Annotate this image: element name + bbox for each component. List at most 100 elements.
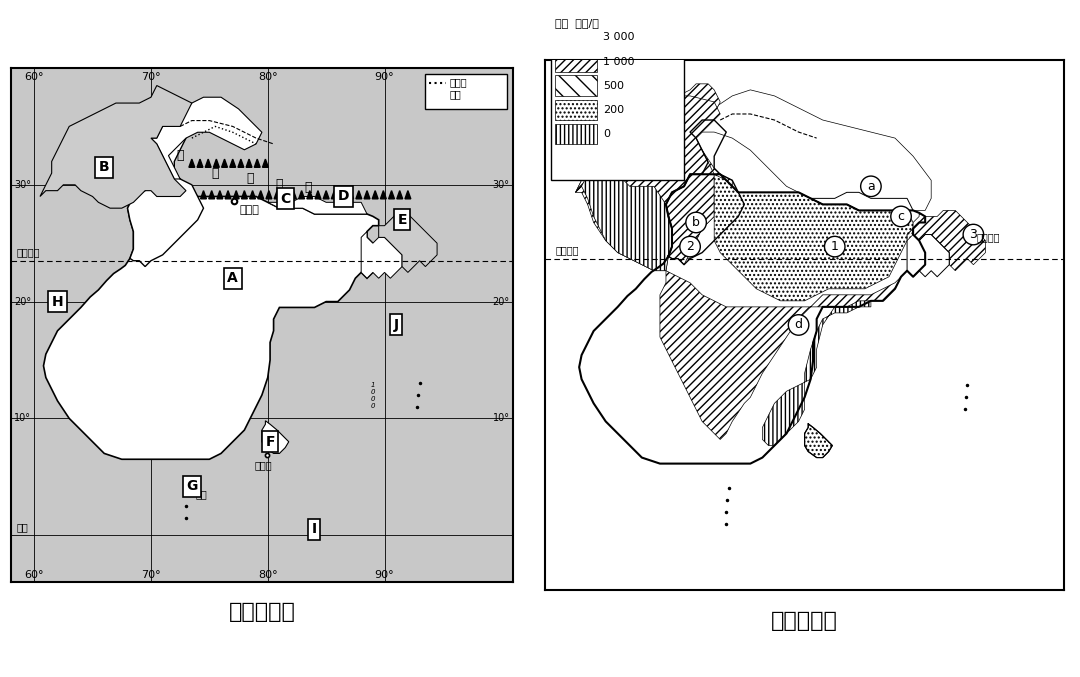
Text: 10°: 10° [14, 414, 31, 423]
Text: 2: 2 [686, 240, 694, 253]
Text: 20°: 20° [14, 297, 31, 307]
Polygon shape [217, 191, 222, 199]
Text: 火线: 火线 [450, 89, 461, 99]
Polygon shape [266, 191, 272, 199]
Polygon shape [714, 174, 913, 301]
Text: 70°: 70° [141, 72, 161, 81]
Text: 70°: 70° [141, 569, 161, 580]
Text: 80°: 80° [258, 72, 278, 81]
Text: F: F [266, 435, 274, 449]
Text: 1
0
0
0: 1 0 0 0 [370, 382, 375, 408]
Polygon shape [258, 191, 264, 199]
Text: d: d [795, 318, 802, 332]
Text: D: D [338, 190, 350, 204]
Polygon shape [332, 191, 337, 199]
Polygon shape [208, 191, 215, 199]
Text: 1: 1 [831, 240, 839, 253]
Polygon shape [282, 191, 288, 199]
Text: 3 000: 3 000 [604, 32, 635, 43]
Polygon shape [197, 159, 203, 167]
Text: 新德里: 新德里 [240, 204, 259, 215]
Text: b: b [692, 216, 700, 229]
Bar [552, 12, 684, 180]
Text: c: c [897, 210, 905, 223]
Text: 30°: 30° [14, 180, 31, 190]
Text: B: B [99, 160, 109, 174]
Text: 赤道: 赤道 [16, 522, 28, 531]
Polygon shape [396, 191, 403, 199]
Polygon shape [405, 191, 410, 199]
Polygon shape [315, 191, 321, 199]
Polygon shape [262, 159, 268, 167]
Text: 马累: 马累 [195, 489, 207, 500]
Text: 60°: 60° [25, 72, 44, 81]
Polygon shape [261, 420, 288, 454]
Polygon shape [576, 84, 732, 259]
Text: E: E [397, 213, 407, 227]
Polygon shape [151, 97, 261, 179]
Polygon shape [268, 196, 367, 214]
Bar [555, 75, 597, 96]
Polygon shape [233, 191, 239, 199]
Polygon shape [242, 191, 247, 199]
Polygon shape [201, 191, 206, 199]
Polygon shape [127, 127, 203, 267]
Text: 印巴停: 印巴停 [450, 77, 468, 87]
Polygon shape [805, 424, 833, 458]
Polygon shape [690, 90, 931, 211]
Polygon shape [221, 159, 228, 167]
Polygon shape [40, 85, 192, 208]
Polygon shape [238, 159, 244, 167]
Text: G: G [186, 479, 198, 493]
Text: a: a [867, 180, 875, 193]
Text: 90°: 90° [375, 569, 394, 580]
Text: 90°: 90° [375, 72, 394, 81]
Text: I: I [312, 523, 318, 536]
Text: 拉: 拉 [246, 173, 254, 185]
Text: A: A [227, 271, 238, 285]
Text: 1 000: 1 000 [604, 57, 635, 66]
Polygon shape [576, 96, 720, 271]
Polygon shape [249, 191, 256, 199]
Text: 喜: 喜 [176, 149, 184, 162]
Polygon shape [246, 159, 252, 167]
Polygon shape [43, 179, 379, 459]
Polygon shape [379, 214, 437, 272]
Polygon shape [323, 191, 329, 199]
Text: 南亚地形图: 南亚地形图 [771, 611, 838, 632]
Polygon shape [348, 191, 353, 199]
Text: 马: 马 [212, 167, 219, 179]
Polygon shape [361, 232, 402, 278]
Text: 0: 0 [604, 129, 610, 139]
Text: 3: 3 [970, 228, 977, 241]
Bar [426, 74, 508, 109]
Polygon shape [214, 159, 219, 167]
Polygon shape [660, 271, 901, 439]
Polygon shape [380, 191, 387, 199]
Polygon shape [225, 191, 231, 199]
Polygon shape [762, 301, 870, 445]
Text: 艾拉朋齐: 艾拉朋齐 [977, 232, 1000, 242]
Polygon shape [373, 191, 378, 199]
Text: J: J [393, 318, 399, 332]
Text: 北回归线: 北回归线 [16, 247, 40, 257]
Text: 10°: 10° [492, 414, 510, 423]
Text: 80°: 80° [258, 569, 278, 580]
Text: 60°: 60° [25, 569, 44, 580]
Text: C: C [280, 192, 291, 206]
Text: 图例  海拔/米: 图例 海拔/米 [555, 18, 599, 28]
Text: 南亚地区图: 南亚地区图 [229, 603, 295, 622]
Bar [555, 51, 597, 72]
Text: 200: 200 [604, 105, 624, 115]
Polygon shape [189, 159, 194, 167]
Polygon shape [356, 191, 362, 199]
Bar [555, 27, 597, 47]
Polygon shape [254, 159, 260, 167]
Text: 20°: 20° [492, 297, 510, 307]
Polygon shape [913, 211, 985, 271]
Text: 北回归线: 北回归线 [555, 245, 579, 255]
Text: 500: 500 [604, 81, 624, 91]
Polygon shape [299, 191, 305, 199]
Polygon shape [389, 191, 394, 199]
Polygon shape [230, 159, 235, 167]
